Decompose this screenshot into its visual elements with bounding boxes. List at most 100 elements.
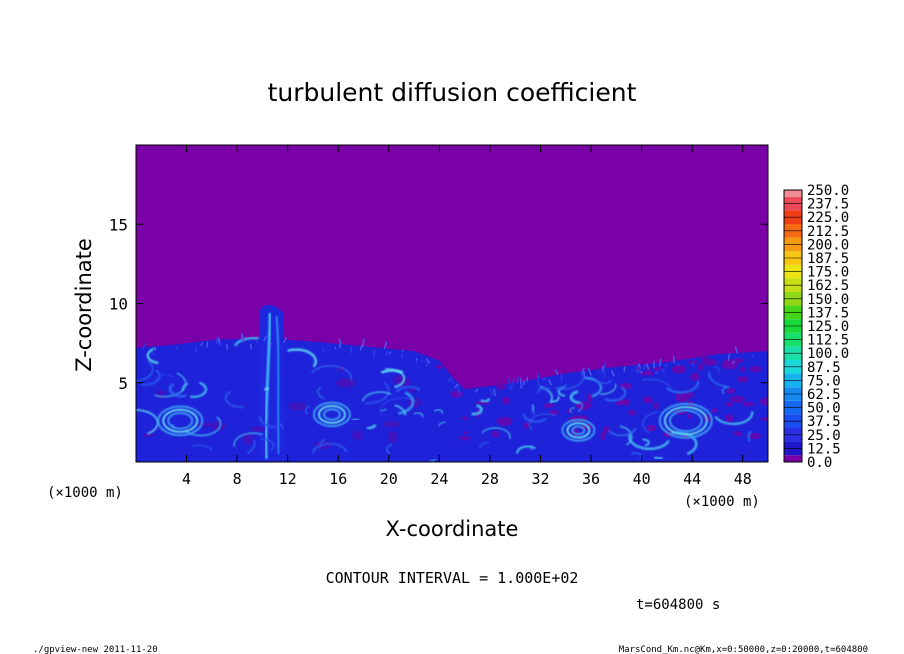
eddy-streak [136,409,159,435]
plot-area [136,145,768,462]
layer-top-filament [240,333,244,342]
x-tick-label: 28 [481,470,499,488]
mixing-patch [628,410,637,416]
layer-top-filament [652,360,656,369]
eddy-streak [604,386,627,402]
x-unit-label-right: (×1000 m) [684,494,760,510]
eddy-streak [438,421,446,427]
layer-top-filament [388,351,392,355]
mixing-patch [614,401,631,406]
colorbar-label: 225.0 [807,210,849,226]
eddy-streak [366,423,377,430]
colorbar-label: 137.5 [807,305,849,321]
layer-top-filament [384,350,389,356]
layer-top-filament [646,363,650,370]
layer-top-filament [492,388,497,397]
colorbar-swatch [784,190,802,197]
eddy-streak [714,366,721,373]
mixing-patch [352,430,363,441]
layer-top-filament [283,336,288,343]
layer-top-filament [603,362,607,370]
colorbar-label: 50.0 [807,401,841,417]
plume-edge [275,316,280,455]
eddy-streak [569,407,576,414]
mixing-patch [725,414,734,423]
x-tick-label: 48 [734,470,752,488]
layer-top-filament [372,349,376,358]
mixing-patch [143,433,155,438]
y-tick-label: 15 [109,215,128,234]
eddy-streak [233,336,260,347]
layer-top-filament [541,377,546,382]
mixing-patch [736,376,749,383]
layer-top-filament [583,370,586,379]
mixing-patch [711,408,718,413]
layer-top-filament [215,336,219,344]
mixing-patch [725,401,733,408]
eddy-streak [311,442,348,454]
eddy-streak [530,404,535,412]
layer-top-filament [474,388,479,393]
layer-top-filament [610,369,615,377]
mixing-patch [652,366,663,371]
vortex-ring [322,408,341,421]
mixing-patch [653,402,659,410]
layer-top-filament [642,363,647,371]
mixing-patch [435,364,444,369]
colorbar-label: 250.0 [807,183,849,199]
layer-top-filament [635,365,638,373]
layer-top-filament [415,357,419,361]
layer-top-filament [554,369,559,376]
eddy-streak [714,411,754,426]
x-tick-label: 4 [182,470,191,488]
layer-top-filament [454,383,459,389]
eddy-streak [155,374,175,381]
layer-top-filament [587,367,592,376]
eddy-streak [479,441,490,450]
colorbar-label: 237.5 [807,197,849,213]
colorbar-label: 187.5 [807,251,849,267]
vortex-ring [668,409,703,433]
eddy-streak [261,438,275,451]
layer-top-filament [226,343,229,350]
vortex-ring [571,425,586,436]
mixing-patch [760,417,768,421]
plume-core [264,313,272,459]
eddy-streak [584,376,603,398]
eddy-streak [317,386,325,400]
colorbar-label: 212.5 [807,224,849,240]
colorbar-label: 37.5 [807,414,841,430]
layer-top-filament [548,379,553,386]
eddy-streak [642,438,650,447]
eddy-streak [557,384,567,390]
layer-top-filament [603,370,606,378]
mixing-patch [542,403,555,408]
vortex-ring [317,405,346,424]
y-tick-label: 5 [118,374,128,393]
colorbar-label: 12.5 [807,441,841,457]
mixing-patch [211,421,226,431]
layer-top-filament [425,358,431,364]
eddy-streak [641,378,673,392]
mixing-patch [603,426,610,433]
eddy-streak [708,371,728,388]
eddy-streak [516,445,536,454]
layer-top-filament [269,342,272,348]
eddy-streak [721,386,730,395]
layer-top-filament [691,361,695,367]
eddy-streak [471,404,483,416]
eddy-streak [628,433,671,451]
eddy-streak [619,425,633,446]
colorbar-label: 200.0 [807,237,849,253]
colorbar-label: 100.0 [807,346,849,362]
mixing-patch [701,354,708,363]
vortex-ring [157,405,204,437]
x-tick-label: 32 [531,470,549,488]
layer-top-filament [200,342,204,347]
layer-top-filament [637,363,642,370]
mixing-patch [458,435,471,441]
x-tick-label: 40 [633,470,651,488]
x-tick-label: 16 [329,470,347,488]
mixing-patch [502,398,510,405]
